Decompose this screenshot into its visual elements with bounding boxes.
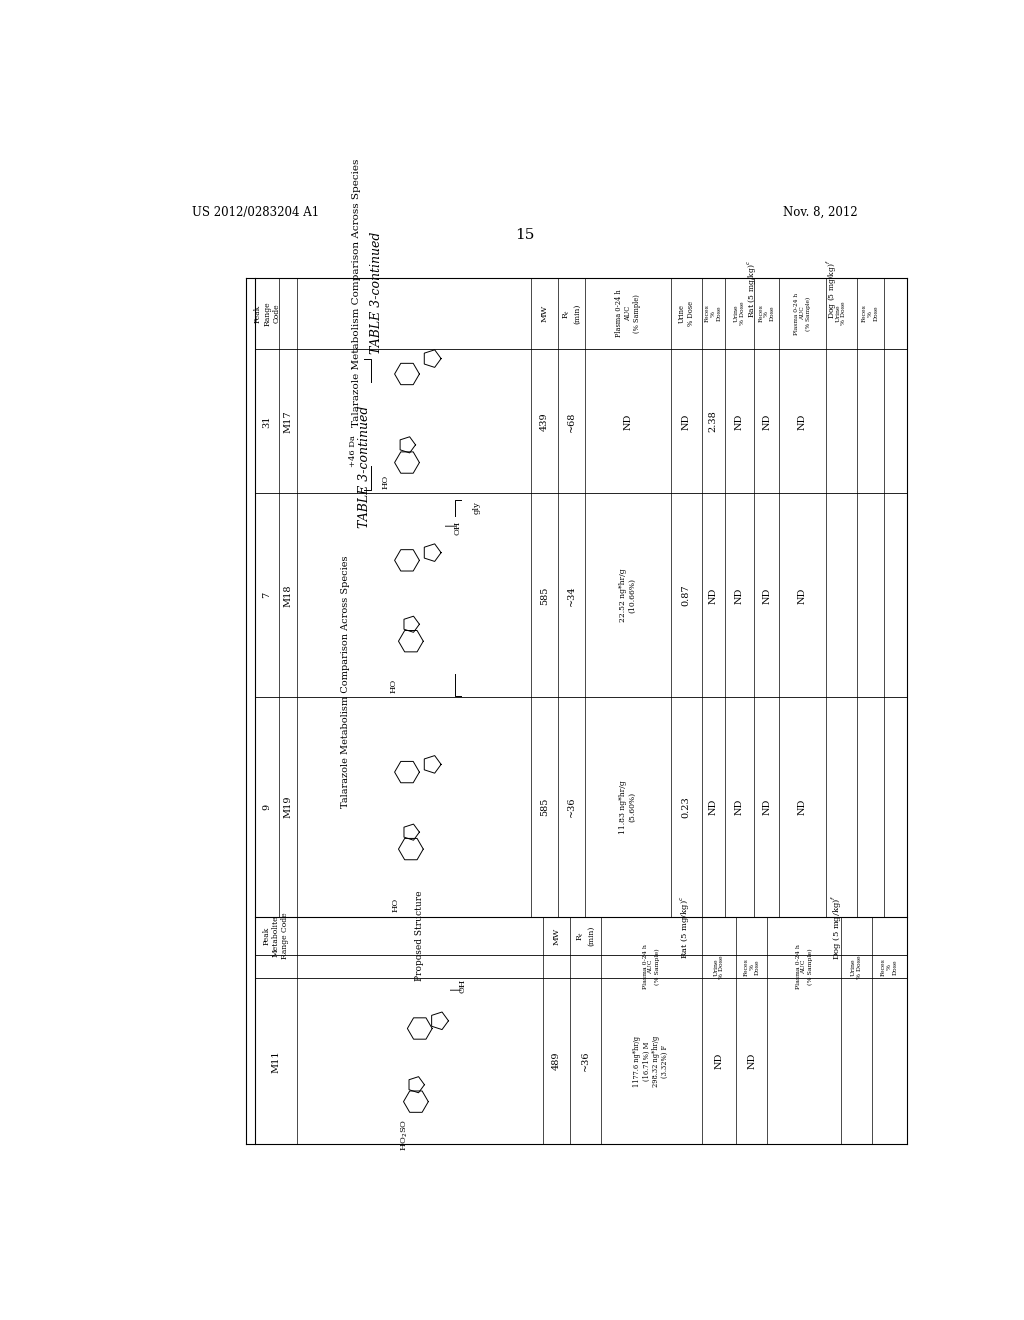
Text: 585: 585	[540, 797, 549, 816]
Text: Dog (5 mg/kg)$^f$: Dog (5 mg/kg)$^f$	[824, 259, 839, 319]
Text: ND: ND	[709, 799, 718, 816]
Text: 0.23: 0.23	[682, 796, 690, 818]
Text: ND: ND	[735, 587, 744, 603]
Text: MW: MW	[552, 928, 560, 945]
Text: Plasma 0-24 h
AUC
(% Sample): Plasma 0-24 h AUC (% Sample)	[796, 945, 813, 989]
Text: 7: 7	[262, 593, 271, 598]
Text: Plasma 0-24 h
AUC
(% Sample): Plasma 0-24 h AUC (% Sample)	[643, 945, 659, 989]
Text: Talarazole Metabolism Comparison Across Species: Talarazole Metabolism Comparison Across …	[352, 158, 361, 428]
Text: 22.52 ng*hr/g
(10.66%): 22.52 ng*hr/g (10.66%)	[620, 569, 637, 622]
Text: 1177.6 ng*hr/g
(16.71%) M
298.32 ng*hr/g
(3.32%) F: 1177.6 ng*hr/g (16.71%) M 298.32 ng*hr/g…	[633, 1036, 669, 1086]
Text: +46 Da: +46 Da	[349, 436, 356, 467]
Text: Plasma 0-24 h
AUC
(% Sample): Plasma 0-24 h AUC (% Sample)	[794, 293, 811, 334]
Text: ND: ND	[715, 1053, 723, 1069]
Text: ND: ND	[798, 413, 807, 429]
Text: R$_t$
(min): R$_t$ (min)	[562, 304, 582, 323]
Text: 11.83 ng*hr/g
(5.60%): 11.83 ng*hr/g (5.60%)	[620, 780, 637, 834]
Text: ~36: ~36	[567, 797, 577, 817]
Text: ND: ND	[735, 799, 744, 816]
Text: ~36: ~36	[581, 1051, 590, 1072]
Text: Dog (5 mg/kg)$^f$: Dog (5 mg/kg)$^f$	[829, 894, 845, 960]
Text: Feces
%
Dose: Feces % Dose	[705, 305, 722, 322]
Text: 0.87: 0.87	[682, 585, 690, 606]
Text: Urine
% Dose: Urine % Dose	[734, 302, 744, 325]
Text: Rat (5 mg/kg)$^c$: Rat (5 mg/kg)$^c$	[745, 260, 759, 318]
Text: M11: M11	[271, 1049, 281, 1073]
Text: ND: ND	[682, 413, 690, 429]
Text: ND: ND	[798, 799, 807, 816]
Text: TABLE 3-continued: TABLE 3-continued	[357, 405, 371, 528]
Text: ND: ND	[762, 587, 771, 603]
Text: 489: 489	[552, 1052, 561, 1071]
Text: M19: M19	[284, 796, 293, 818]
Text: Proposed Structure: Proposed Structure	[416, 891, 424, 981]
Text: M17: M17	[284, 411, 293, 433]
Text: ~68: ~68	[567, 411, 577, 432]
Text: HO: HO	[389, 678, 397, 693]
Text: 439: 439	[540, 412, 549, 430]
Text: HO: HO	[381, 475, 389, 488]
Text: Plasma 0-24 h
AUC
(% Sample): Plasma 0-24 h AUC (% Sample)	[614, 289, 641, 338]
Text: ND: ND	[624, 413, 633, 429]
Text: gly: gly	[473, 500, 480, 513]
Text: 15: 15	[515, 227, 535, 242]
Text: OH: OH	[454, 521, 462, 535]
Text: |: |	[449, 986, 461, 990]
Text: Talarazole Metabolism Comparison Across Species: Talarazole Metabolism Comparison Across …	[341, 556, 349, 808]
Text: HO: HO	[391, 898, 399, 912]
Text: OH: OH	[459, 979, 466, 993]
Text: Feces
%
Dose: Feces % Dose	[743, 958, 760, 975]
Text: ND: ND	[798, 587, 807, 603]
Text: |: |	[443, 523, 456, 525]
Text: M18: M18	[284, 585, 293, 607]
Text: Rat (5 mg/kg)$^c$: Rat (5 mg/kg)$^c$	[678, 895, 690, 958]
Text: Urine
% Dose: Urine % Dose	[836, 302, 847, 325]
Text: Urine
% Dose: Urine % Dose	[714, 956, 724, 978]
Text: ND: ND	[735, 413, 744, 429]
Text: Feces
%
Dose: Feces % Dose	[881, 958, 898, 975]
Text: Feces
%
Dose: Feces % Dose	[862, 305, 879, 322]
Text: Nov. 8, 2012: Nov. 8, 2012	[783, 206, 858, 219]
Text: MW: MW	[541, 305, 549, 322]
Text: 9: 9	[262, 804, 271, 810]
Text: ~34: ~34	[567, 585, 577, 606]
Text: Peak
Metabolite
Range Code: Peak Metabolite Range Code	[263, 913, 289, 960]
Text: ND: ND	[762, 799, 771, 816]
Text: ND: ND	[709, 587, 718, 603]
Text: Urine
% Dose: Urine % Dose	[678, 301, 694, 326]
Text: 585: 585	[540, 586, 549, 605]
Text: ND: ND	[762, 413, 771, 429]
Text: ND: ND	[748, 1053, 757, 1069]
Text: Urine
% Dose: Urine % Dose	[851, 956, 862, 978]
Text: US 2012/0283204 A1: US 2012/0283204 A1	[191, 206, 318, 219]
Text: R$_t$
(min): R$_t$ (min)	[575, 925, 595, 946]
Text: 2.38: 2.38	[709, 411, 718, 432]
Text: HO$_2$SO: HO$_2$SO	[399, 1118, 410, 1151]
Text: TABLE 3-continued: TABLE 3-continued	[370, 232, 383, 354]
Text: Peak
Range
Code: Peak Range Code	[254, 301, 281, 326]
Text: 31: 31	[262, 414, 271, 428]
Text: Feces
%
Dose: Feces % Dose	[759, 305, 775, 322]
